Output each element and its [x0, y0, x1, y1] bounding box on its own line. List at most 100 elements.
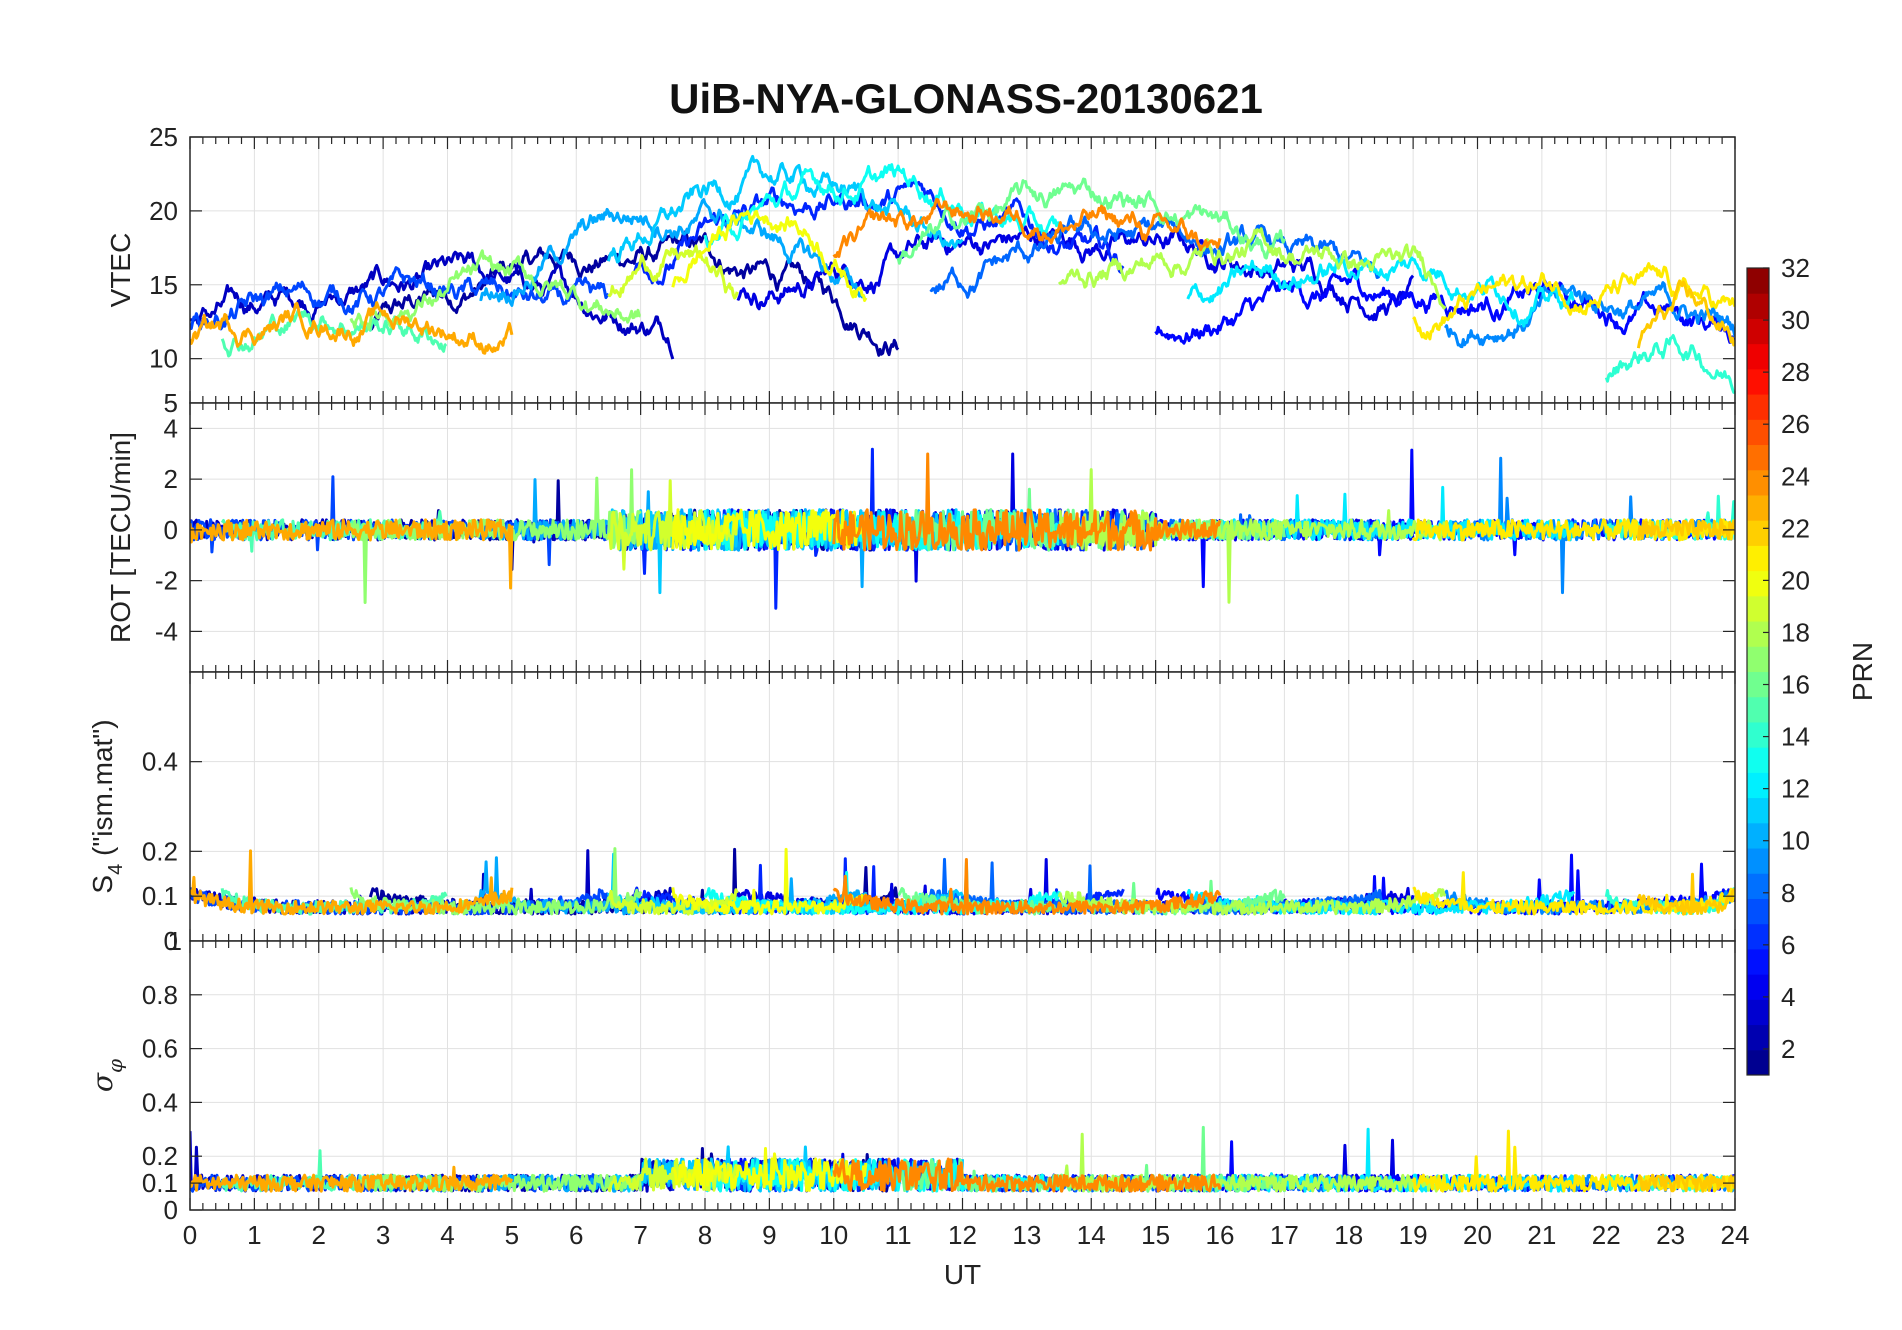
colorbar-tick-label: 20	[1781, 565, 1810, 595]
colorbar-segment	[1747, 1024, 1769, 1051]
colorbar-segment	[1747, 848, 1769, 874]
series-prn-17	[349, 249, 641, 331]
x-tick-label: 23	[1656, 1220, 1685, 1250]
colorbar-tick-label: 14	[1781, 722, 1810, 752]
y-ticks: 10 15 20 25	[149, 122, 1735, 374]
colorbar-segment	[1747, 974, 1769, 1000]
panel-S4: 0.1 0.2 0.4 01 S4 ("ism.mat")	[87, 671, 1736, 956]
x-tick-label: 8	[698, 1220, 712, 1250]
colorbar-tick-label: 30	[1781, 305, 1810, 335]
y-axis-label: VTEC	[105, 233, 136, 308]
colorbar-segment	[1747, 797, 1769, 824]
x-tick-labels: 0 1 2 3 4 5 6 7 8 9 10 11 12 13 14 15 16 17 18 19 20 21 22 23 24	[183, 1220, 1750, 1250]
y-tick-label: 0.8	[142, 980, 178, 1010]
x-tick-label: 14	[1077, 1220, 1106, 1250]
x-ticks	[189, 672, 1736, 941]
colorbar-segment	[1747, 671, 1769, 698]
series-prn-9	[1444, 281, 1735, 349]
y-tick-label: 5	[164, 388, 178, 418]
x-tick-label: 15	[1141, 1220, 1170, 1250]
colorbar-segment	[1747, 646, 1769, 672]
colorbar-segment	[1747, 772, 1769, 799]
series-prn-22	[1636, 518, 1735, 541]
y-tick-label: 4	[164, 413, 178, 443]
x-tick-label: 13	[1012, 1220, 1041, 1250]
x-tick-label: 7	[633, 1220, 647, 1250]
y-tick-label: 0.1	[142, 1168, 178, 1198]
colorbar-tick-label: 16	[1781, 670, 1810, 700]
y-tick-label: -2	[155, 566, 178, 596]
colorbar-segment	[1747, 444, 1769, 471]
colorbar-tick-label: 26	[1781, 409, 1810, 439]
y-tick-label: 0.4	[142, 1087, 178, 1117]
y-tick-label: 0	[164, 515, 178, 545]
series-prn-24	[832, 1157, 1222, 1193]
series-prn-23	[190, 1165, 514, 1193]
x-axis-label: UT	[944, 1259, 981, 1290]
y-tick-label: 0	[164, 926, 178, 956]
series-prn-14	[1604, 334, 1735, 394]
colorbar-segment	[1747, 898, 1769, 925]
colorbar-segment	[1747, 318, 1769, 345]
chart-title: UiB-NYA-GLONASS-20130621	[669, 75, 1263, 122]
colorbar-tick-label: 8	[1781, 878, 1795, 908]
y-axis-label: σφ	[86, 1059, 127, 1092]
y-tick-label: 0	[164, 1195, 178, 1225]
x-tick-label: 5	[505, 1220, 519, 1250]
colorbar-segment	[1747, 368, 1769, 395]
colorbar-segment	[1747, 545, 1769, 572]
x-ticks	[189, 137, 1736, 403]
y-ticks: 00.10.2 0.4 0.6 0.8	[142, 980, 1735, 1225]
y-ticks: -4 -2 0 2 45	[155, 388, 1735, 646]
colorbar-tick-label: 32	[1781, 253, 1810, 283]
y-tick-label: 1	[168, 926, 182, 956]
series-prn-18	[1057, 888, 1447, 916]
x-tick-label: 0	[183, 1220, 197, 1250]
y-tick-label: 15	[149, 270, 178, 300]
colorbar-segment	[1747, 747, 1769, 773]
colorbar-segment	[1747, 343, 1769, 370]
series-lines	[190, 154, 1735, 394]
series-prn-20	[671, 1147, 868, 1192]
series-prn-22	[1636, 1173, 1735, 1193]
y-ticks: 0.1 0.2 0.4 01	[142, 747, 1735, 956]
colorbar-segment	[1747, 419, 1769, 446]
series-prn-21	[1411, 1129, 1735, 1193]
x-tick-label: 11	[885, 1220, 912, 1250]
y-axis-label: S4 ("ism.mat")	[87, 719, 127, 893]
series-lines	[190, 447, 1735, 610]
series-prn-12	[1186, 256, 1575, 328]
series-prn-24	[832, 858, 1222, 916]
y-tick-label: 0.6	[142, 1034, 178, 1064]
series-prn-11	[606, 154, 964, 264]
x-ticks	[189, 941, 1736, 1210]
colorbar-segment	[1747, 1049, 1769, 1076]
colorbar-segment	[1747, 394, 1769, 420]
series-prn-22	[1637, 872, 1735, 916]
colorbar-tick-label: 10	[1781, 826, 1810, 856]
x-tick-label: 1	[247, 1220, 261, 1250]
x-tick-label: 4	[440, 1220, 454, 1250]
series-prn-7	[190, 266, 610, 331]
series-prn-20	[671, 508, 868, 551]
colorbar-segment	[1747, 696, 1769, 723]
series-prn-8	[929, 213, 1383, 299]
series-prn-15	[220, 309, 448, 358]
y-tick-label: 0.2	[142, 836, 178, 866]
panel-ROT: -4 -2 0 2 45 ROT [TECU/min]	[105, 388, 1736, 673]
series-prn-24	[832, 197, 1222, 259]
colorbar-segment	[1747, 520, 1769, 546]
colorbar-tick-label: 22	[1781, 513, 1810, 543]
series-prn-19	[607, 244, 739, 300]
colorbar-segment	[1747, 293, 1769, 319]
x-tick-label: 2	[312, 1220, 326, 1250]
series-prn-23	[190, 849, 514, 916]
x-tick-label: 3	[376, 1220, 390, 1250]
x-tick-label: 24	[1721, 1220, 1750, 1250]
colorbar-segment	[1747, 721, 1769, 748]
series-prn-16	[896, 487, 1286, 552]
